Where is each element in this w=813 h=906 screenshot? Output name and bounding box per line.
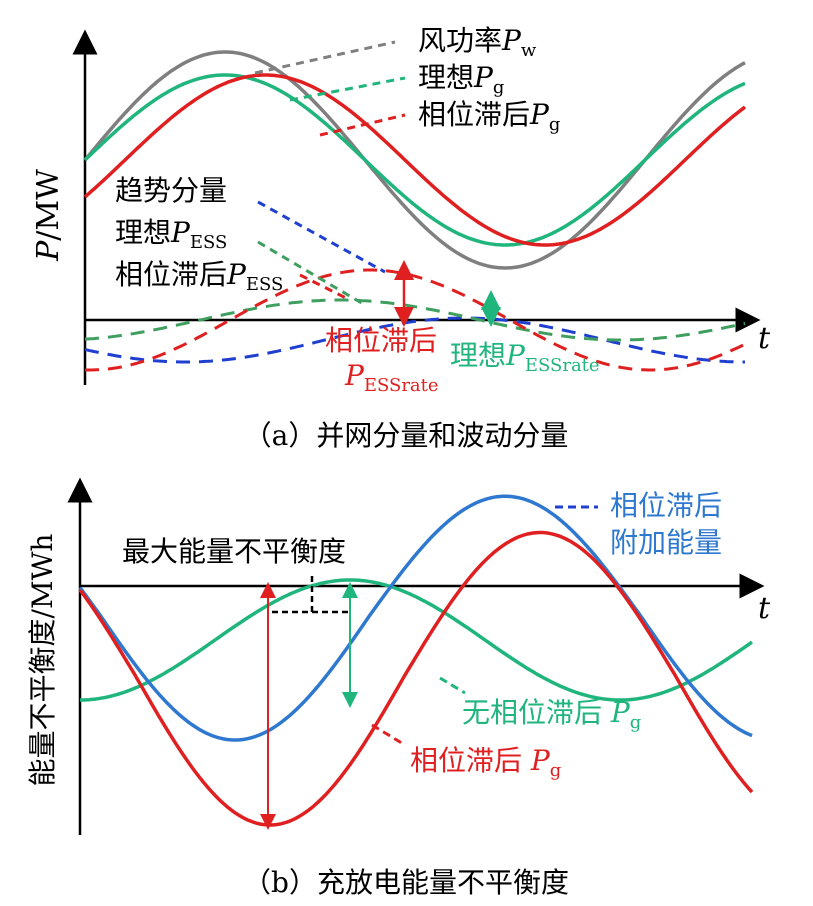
panel-a-x-label: t	[758, 321, 771, 356]
leader-lag	[371, 723, 406, 747]
legend-lag-pess: 相位滞后PESS	[115, 258, 283, 295]
legend-trend: 趋势分量	[115, 174, 227, 207]
panel-a-y-label: P/MW	[31, 169, 66, 262]
panel-b-y-label: 能量不平衡度/MWh	[26, 534, 59, 787]
annotation-ideal-rate: 理想PESSrate	[450, 339, 600, 376]
curve-lag-pess	[84, 268, 746, 372]
curve-lag-pg	[83, 73, 747, 247]
panel-b-caption: （b）充放电能量不平衡度	[243, 866, 569, 899]
label-no-lag-pg: 无相位滞后 Pg	[462, 696, 641, 733]
curve-extra-energy	[78, 494, 753, 742]
leader-lag-pess	[299, 273, 351, 302]
panel-b-x-label: t	[758, 591, 771, 626]
legend-wind: 风功率Pw	[418, 24, 537, 61]
legend-ideal-pg: 理想Pg	[418, 61, 504, 98]
curve-no-lag-energy	[80, 578, 754, 702]
curve-ideal-pg	[83, 73, 746, 247]
leader-ideal-pess	[257, 240, 366, 307]
curve-trend	[84, 316, 745, 364]
annotation-lag-rate-var: PESSrate	[344, 359, 439, 396]
label-extra-energy-1: 相位滞后	[610, 489, 722, 522]
annotation-lag-rate-label: 相位滞后	[325, 324, 437, 357]
panel-b: 能量不平衡度/MWh t 最大能量不平衡度 相位滞后 附加能量 无相位滞后 Pg…	[26, 477, 771, 899]
label-lag-pg: 相位滞后 Pg	[410, 744, 561, 781]
leader-wind	[254, 40, 396, 75]
panel-a: P/MW t 风功率Pw 理想Pg 相位滞后Pg	[31, 24, 771, 452]
legend-ideal-pess: 理想PESS	[115, 216, 227, 253]
curve-lag-energy	[78, 530, 754, 827]
panel-a-y-label-var: P	[31, 240, 66, 262]
curve-ideal-pess	[84, 298, 746, 342]
leader-no-lag	[439, 676, 466, 695]
leader-trend	[257, 200, 386, 274]
legend-lag-pg: 相位滞后Pg	[418, 98, 560, 135]
panel-a-y-label-unit: /MW	[31, 169, 66, 241]
curve-wind-power	[83, 50, 746, 270]
label-extra-energy-2: 附加能量	[610, 526, 722, 559]
leader-lag-pg	[319, 113, 406, 137]
panel-a-caption: （a）并网分量和波动分量	[244, 419, 569, 452]
label-max-imbalance: 最大能量不平衡度	[122, 535, 346, 568]
leader-ideal-pg	[289, 76, 406, 102]
